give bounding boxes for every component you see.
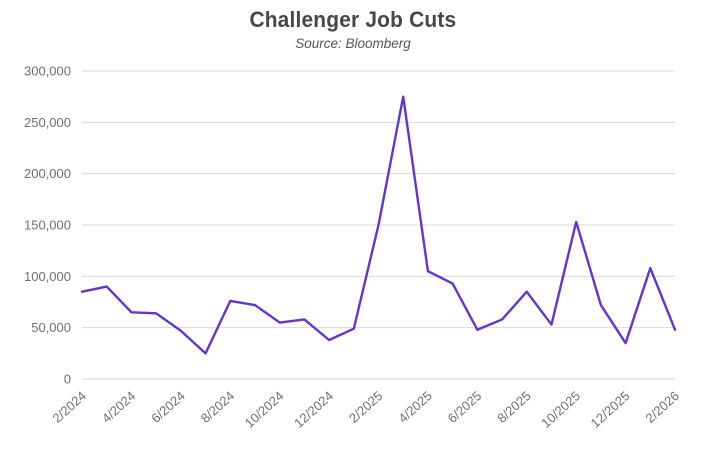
y-axis-tick-label: 300,000 — [24, 64, 71, 79]
x-axis-tick-label: 4/2025 — [395, 388, 435, 426]
y-axis-tick-label: 50,000 — [31, 320, 71, 335]
x-axis-tick-label: 2/2026 — [642, 388, 682, 426]
x-axis-tick-label: 12/2024 — [291, 388, 336, 431]
x-axis-tick-label: 12/2025 — [588, 388, 633, 431]
y-axis-tick-label: 100,000 — [24, 269, 71, 284]
y-axis-tick-label: 0 — [64, 372, 71, 387]
x-axis-tick-label: 6/2024 — [148, 388, 188, 426]
x-axis-tick-label: 4/2024 — [99, 388, 139, 426]
chart-subtitle: Source: Bloomberg — [295, 36, 411, 51]
y-axis-tick-label: 150,000 — [24, 218, 71, 233]
y-axis-tick-label: 250,000 — [24, 115, 71, 130]
x-axis-tick-label: 10/2024 — [242, 388, 287, 431]
x-axis-tick-label: 8/2024 — [198, 388, 238, 426]
x-axis-tick-label: 2/2024 — [49, 388, 89, 426]
chart-title: Challenger Job Cuts — [0, 7, 706, 33]
x-axis-tick-label: 8/2025 — [494, 388, 534, 426]
chart-title-text: Challenger Job Cuts — [249, 7, 457, 32]
x-axis-tick-label: 6/2025 — [445, 388, 485, 426]
x-axis-tick-label: 2/2025 — [346, 388, 386, 426]
job-cuts-line-series — [80, 95, 677, 355]
x-axis-tick-label: 10/2025 — [538, 388, 583, 431]
y-axis-tick-label: 200,000 — [24, 166, 71, 181]
